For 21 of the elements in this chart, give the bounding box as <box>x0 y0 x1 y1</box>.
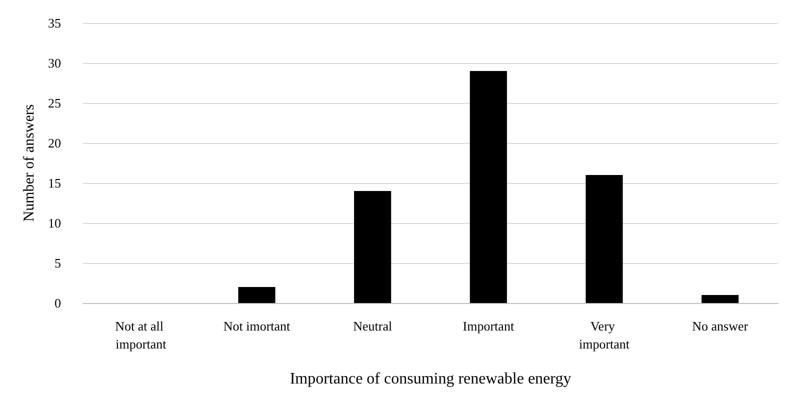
x-tick-label: No answer <box>692 318 749 334</box>
y-tick-label: 15 <box>48 176 61 190</box>
y-tick-label: 25 <box>48 96 61 110</box>
x-tick-label: Important <box>462 318 514 334</box>
x-axis-title: Importance of consuming renewable energy <box>290 370 572 388</box>
bar <box>702 295 739 303</box>
x-tick-label: Neutral <box>353 318 392 334</box>
x-tick-label: Not at all important <box>115 318 167 352</box>
y-tick-label: 5 <box>54 256 61 270</box>
y-tick-label: 35 <box>48 16 61 30</box>
x-tick-label: Very important <box>578 318 630 352</box>
bar <box>238 287 276 303</box>
y-tick-label: 0 <box>54 296 61 310</box>
x-tick-label: Not imortant <box>223 318 291 334</box>
y-tick-label: 30 <box>48 56 61 70</box>
bar <box>354 191 392 303</box>
y-tick-label: 20 <box>48 136 61 150</box>
y-tick-label: 10 <box>48 216 61 230</box>
bar <box>586 175 623 303</box>
y-axis-title: Number of answers <box>22 104 38 222</box>
bar <box>470 71 507 303</box>
